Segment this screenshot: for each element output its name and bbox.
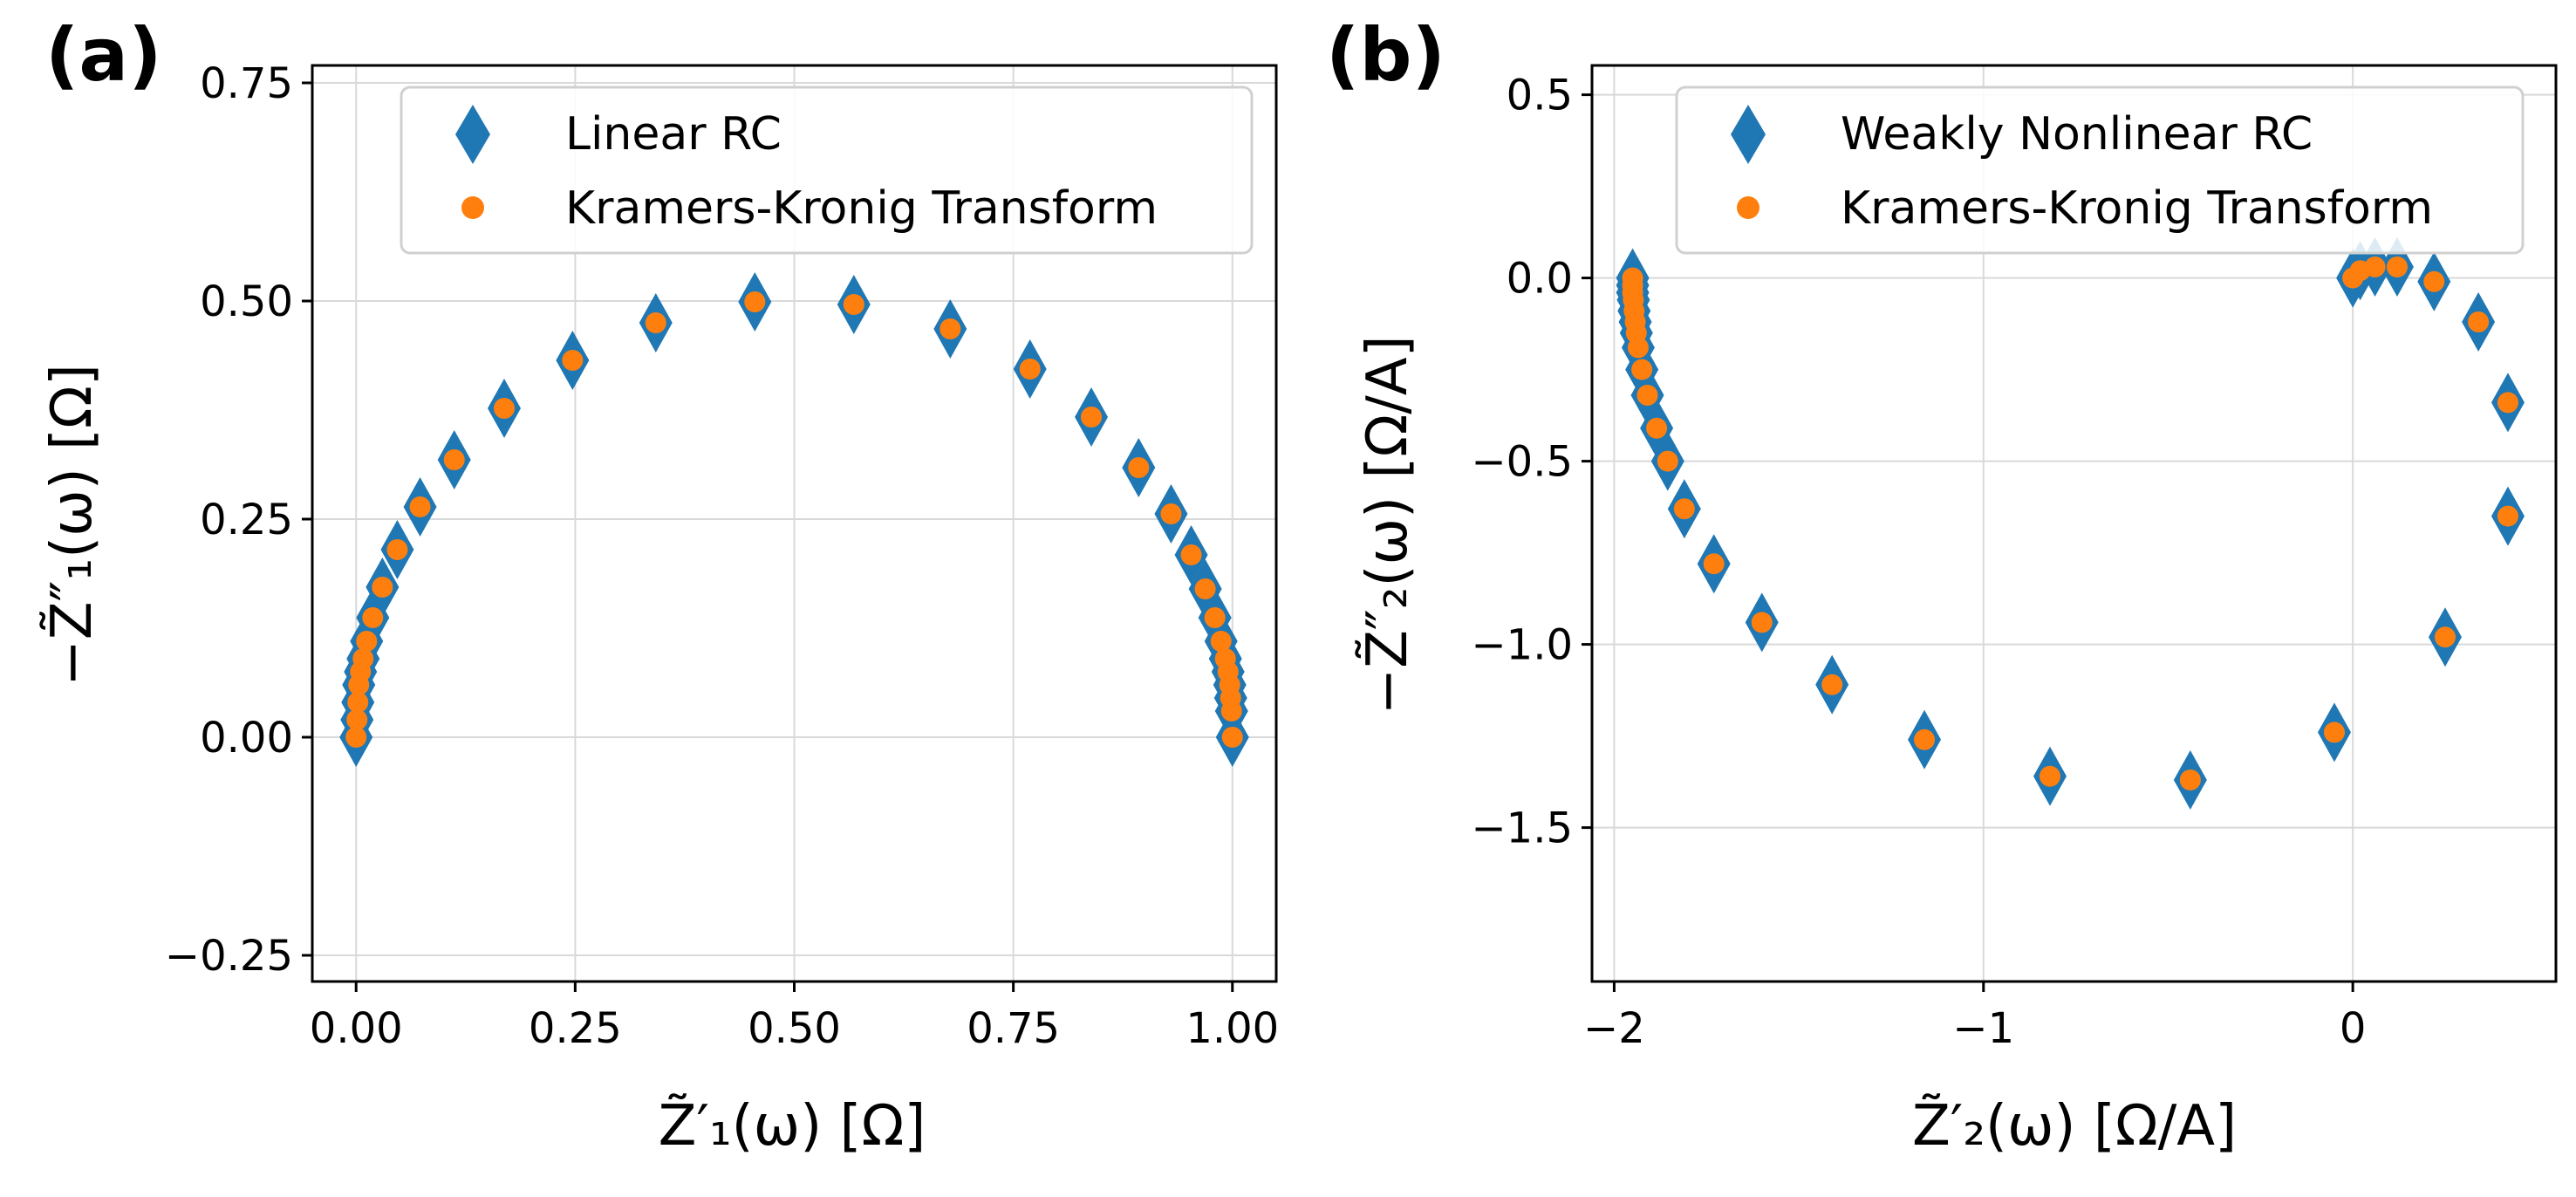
plot-frame-b [1590,64,2558,983]
y-tick-label-b: −0.5 [1471,438,1573,487]
y-tick-label-a: 0.50 [200,277,293,326]
data-point-dot-a [1210,631,1232,652]
y-tick-label-b: −1.5 [1471,804,1573,853]
data-point-dot-a [1180,544,1202,565]
data-point-dot-b [1657,450,1678,472]
data-point-dot-b [1631,359,1653,380]
data-point-dot-a [1194,578,1216,599]
data-point-dot-b [2039,765,2060,787]
data-point-dot-a [1128,457,1150,478]
legend-diamond-icon-b [1731,105,1766,164]
data-point-dot-a [1221,727,1243,748]
data-point-dot-a [372,577,393,598]
legend-label-series-1-a: Linear RC [565,108,782,161]
data-point-dot-b [2342,267,2364,289]
x-tick-label-b: 0 [2340,1004,2367,1053]
data-point-dot-a [493,398,515,419]
grid-b [1592,65,2556,982]
y-tick-label-a: 0.75 [200,59,293,108]
data-point-dot-a [346,709,368,730]
ticks-b: −2 −1 0 −1.5 −1.0 −0.5 0.0 0.5 [1471,72,2366,1053]
legend-a: Linear RC Kramers-Kronig Transform [400,86,1254,255]
data-point-dot-b [1646,417,1668,439]
panel-label-b: (b) [1326,12,1445,98]
data-point-dot-b [2497,392,2518,414]
data-point-dot-b [2179,770,2201,790]
x-tick-label-a: 1.00 [1186,1004,1279,1053]
x-tick-label-a: 0.25 [529,1004,622,1053]
data-point-dot-a [940,318,961,339]
data-point-dot-a [562,350,584,371]
data-point-dot-b [1703,553,1725,575]
data-point-dot-a [386,539,408,560]
legend-box-a [400,86,1254,255]
data-point-dot-a [356,631,378,652]
data-point-dot-a [362,607,384,628]
data-point-dot-b [2323,722,2345,743]
ticks-a: 0.00 0.25 0.50 0.75 1.00 −0.25 0.00 0.25 0.50 0.7… [165,59,1279,1053]
data-point-dot-a [1204,607,1226,628]
data-point-dot-b [2386,256,2408,277]
data-point-dot-a [1220,701,1242,722]
data-point-dot-a [1160,503,1182,524]
x-tick-label-a: 0.00 [310,1004,403,1053]
panel-a: 0.00 0.25 0.50 0.75 1.00 −0.25 0.00 0.25 0.50 0.7… [38,12,1279,1159]
legend-dot-icon-b [1737,196,1759,219]
data-point-dot-a [1019,359,1041,380]
data-point-dot-b [1636,385,1658,406]
legend-diamond-icon-a [455,105,490,164]
x-axis-label-a: Z̃′₁(ω) [Ω] [659,1092,926,1159]
data-point-dot-a [347,692,369,713]
points-b [1616,237,2525,810]
x-tick-label-b: −1 [1952,1004,2014,1053]
legend-label-series-2-a: Kramers-Kronig Transform [565,182,1158,235]
legend-label-series-1-b: Weakly Nonlinear RC [1841,108,2313,161]
y-tick-label-a: 0.25 [200,496,293,544]
y-axis-label-a: −Z̃″₁(ω) [Ω] [38,364,105,687]
data-point-dot-b [1673,498,1695,520]
data-point-dot-a [1081,407,1103,428]
x-tick-label-a: 0.75 [967,1004,1060,1053]
x-axis-label-b: Z̃′₂(ω) [Ω/A] [1912,1092,2237,1159]
x-tick-label-b: −2 [1583,1004,1645,1053]
panel-b: −2 −1 0 −1.5 −1.0 −0.5 0.0 0.5 (b) Z̃′₂(ω) [Ω/A… [1326,12,2558,1159]
panel-label-a: (a) [45,12,161,98]
data-point-dot-b [1914,728,1936,750]
y-axis-label-b: −Z̃″₂(ω) [Ω/A] [1354,335,1420,715]
legend-b: Weakly Nonlinear RC Kramers-Kronig Trans… [1675,86,2525,255]
legend-dot-icon-a [461,196,484,219]
data-point-dot-a [409,496,431,517]
data-point-dot-b [2423,270,2445,292]
data-point-dot-b [2468,311,2490,332]
x-tick-label-a: 0.50 [748,1004,841,1053]
y-tick-label-b: 0.5 [1507,72,1573,120]
y-tick-label-a: 0.00 [200,714,293,763]
data-point-dot-b [1821,674,1843,695]
data-point-dot-a [744,291,766,312]
y-tick-label-b: 0.0 [1507,255,1573,304]
data-point-dot-b [1627,337,1649,359]
points-a [339,272,1249,767]
data-point-dot-a [645,312,666,333]
data-point-dot-a [345,727,367,748]
data-point-dot-b [1751,612,1773,633]
legend-box-b [1675,86,2525,255]
data-point-dot-b [2434,626,2456,648]
legend-label-series-2-b: Kramers-Kronig Transform [1841,182,2433,235]
data-point-dot-a [352,648,374,669]
data-point-dot-a [443,449,465,470]
data-point-dot-b [2497,505,2518,527]
data-point-dot-a [843,294,864,315]
y-tick-label-a: −0.25 [165,932,293,981]
y-tick-label-b: −1.0 [1471,621,1573,670]
